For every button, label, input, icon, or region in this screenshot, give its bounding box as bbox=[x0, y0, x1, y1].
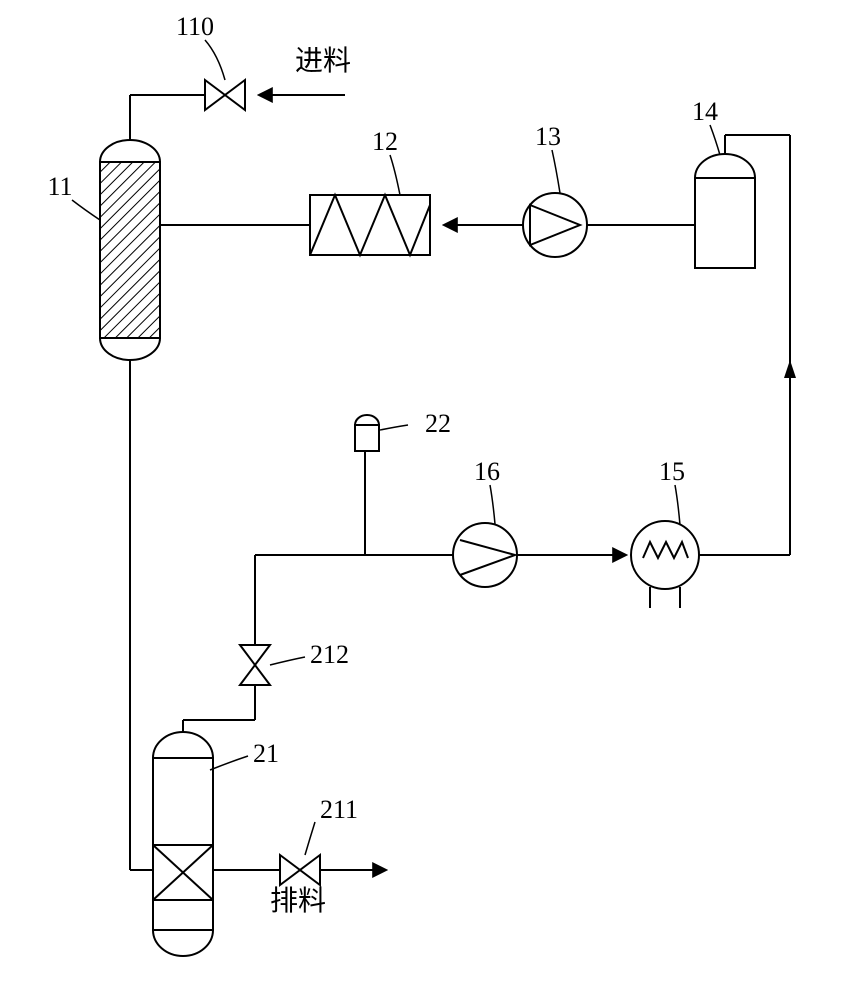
leader bbox=[210, 756, 248, 770]
label-110: 110 bbox=[176, 12, 214, 41]
leader bbox=[390, 155, 400, 195]
label-16: 16 bbox=[474, 457, 500, 486]
leader bbox=[380, 425, 408, 430]
leader bbox=[490, 485, 495, 524]
vessel-21 bbox=[153, 732, 213, 956]
leader bbox=[552, 150, 560, 193]
leader bbox=[72, 200, 100, 220]
pump-13 bbox=[523, 193, 587, 257]
valve-211 bbox=[280, 855, 320, 885]
label-22: 22 bbox=[425, 409, 451, 438]
discharge-label: 排料 bbox=[270, 885, 326, 917]
vessel-14 bbox=[695, 154, 755, 268]
flow-arrow-up bbox=[784, 360, 796, 378]
label-12: 12 bbox=[372, 127, 398, 156]
leader bbox=[675, 485, 680, 525]
leader bbox=[270, 657, 305, 665]
label-15: 15 bbox=[659, 457, 685, 486]
leader bbox=[305, 822, 315, 855]
label-21: 21 bbox=[253, 739, 279, 768]
cooler-15 bbox=[631, 521, 699, 608]
label-212: 212 bbox=[310, 640, 349, 669]
heat-exchanger-12 bbox=[310, 195, 430, 255]
label-11: 11 bbox=[47, 172, 72, 201]
pump-16 bbox=[453, 523, 517, 587]
trap-22 bbox=[355, 415, 379, 451]
feed-label: 进料 bbox=[295, 45, 351, 77]
column-11 bbox=[100, 140, 160, 360]
label-13: 13 bbox=[535, 122, 561, 151]
process-diagram: 110 进料 11 12 13 14 bbox=[0, 0, 855, 1000]
leader bbox=[710, 125, 720, 155]
label-211: 211 bbox=[320, 795, 358, 824]
valve-212 bbox=[240, 645, 270, 685]
label-14: 14 bbox=[692, 97, 718, 126]
valve-110 bbox=[205, 80, 245, 110]
leader bbox=[205, 40, 225, 80]
